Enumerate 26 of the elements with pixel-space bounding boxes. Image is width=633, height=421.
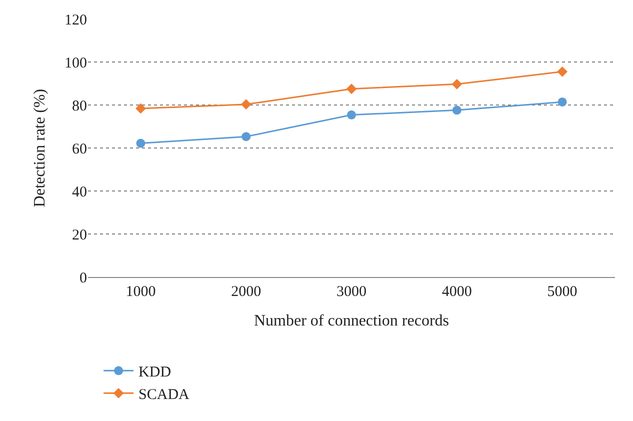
y-tick-label: 0	[80, 270, 87, 286]
y-tick-label: 120	[64, 12, 87, 28]
point	[136, 103, 146, 114]
y-tick-label: 80	[72, 98, 87, 114]
x-tick-label: 4000	[442, 284, 472, 300]
y-tick-label: 20	[72, 227, 87, 244]
x-tick-label: 5000	[547, 284, 578, 300]
legend-label: KDD	[138, 364, 172, 380]
point	[242, 132, 251, 142]
y-tick-label: 60	[72, 141, 87, 158]
point	[347, 110, 356, 120]
point	[452, 106, 462, 115]
point	[558, 97, 567, 106]
point	[136, 138, 146, 148]
point	[452, 78, 462, 90]
point	[240, 99, 252, 110]
legend-label: SCADA	[138, 387, 190, 403]
x-tick-label: 3000	[336, 284, 366, 300]
x-tick-label: 2000	[231, 284, 262, 300]
y-tick-label: 40	[72, 184, 87, 200]
x-tick-label: 1000	[126, 284, 156, 300]
y-axis-title: Detection rate (%)	[31, 88, 48, 208]
point	[346, 84, 357, 94]
point	[557, 66, 568, 77]
x-axis-title: Number of connection records	[254, 312, 450, 330]
y-tick-label: 100	[64, 55, 87, 72]
